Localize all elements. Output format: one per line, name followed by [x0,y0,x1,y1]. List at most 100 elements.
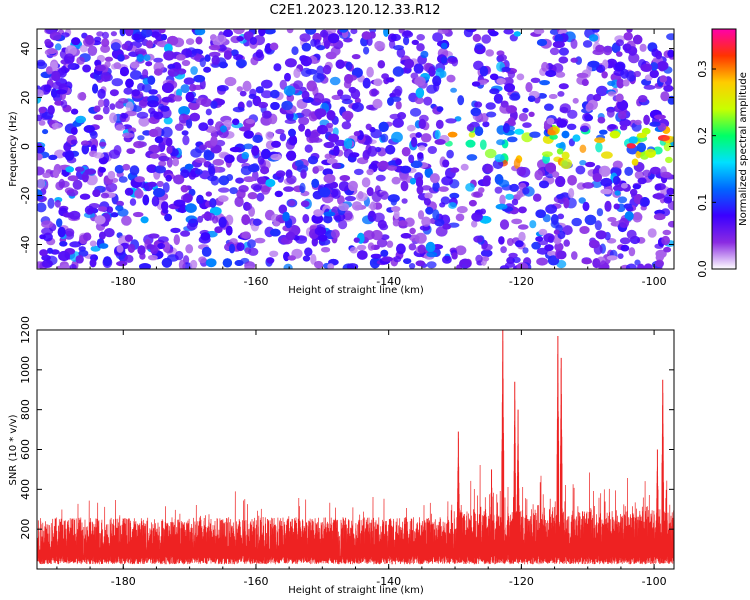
heatmap-cell [512,256,521,264]
heatmap-cell [220,125,227,133]
heatmap-cell [134,176,145,183]
heatmap-cell [465,183,475,192]
heatmap-cell [416,185,424,195]
heatmap-cell [52,169,60,178]
heatmap-cell [547,250,556,257]
heatmap-cell [380,249,389,257]
heatmap-cell [154,136,164,144]
heatmap-cell [406,124,416,132]
heatmap-cell [163,117,173,125]
heatmap-cell [103,228,115,238]
heatmap-cell [626,143,636,149]
heatmap-cell [482,121,490,128]
heatmap-cell [580,125,589,133]
heatmap-cell [600,188,612,195]
heatmap-cell [344,195,356,202]
heatmap-cell [195,36,203,45]
heatmap-x-tick-label: -160 [243,275,268,288]
heatmap-cell [622,43,632,52]
heatmap-cell [398,220,408,227]
heatmap-cell [582,40,593,48]
heatmap-cell [204,54,211,62]
heatmap-cell [87,45,98,56]
heatmap-cell [409,227,416,235]
heatmap-cell [395,100,402,110]
heatmap-cell [591,180,603,188]
heatmap-cell [660,171,672,178]
heatmap-cell [505,193,514,200]
heatmap-cell [549,47,560,56]
heatmap-cell [37,59,46,67]
heatmap-cell [508,252,518,259]
heatmap-y-tick-label: 20 [19,91,32,105]
heatmap-cell [37,114,43,122]
heatmap-cell [38,120,46,126]
heatmap-cell [637,263,645,269]
heatmap-cell [167,35,179,46]
heatmap-cell [439,202,446,208]
heatmap-cell [353,131,361,137]
heatmap-cell [380,191,389,200]
heatmap-cell [616,51,623,57]
heatmap-cell [456,206,468,214]
heatmap-cell [425,206,434,215]
heatmap-cell [369,201,377,211]
heatmap-cell [218,187,230,193]
heatmap-cell [265,131,274,140]
heatmap-x-ticks: -180 -160 -140 -120 -100 [56,29,667,288]
heatmap-cell [301,42,312,52]
heatmap-cell [387,97,394,106]
heatmap-cell [441,176,453,186]
heatmap-cell [301,90,310,100]
heatmap-cell [385,77,395,83]
heatmap-cell [318,234,328,242]
heatmap-cell [596,64,606,73]
heatmap-cell [637,177,647,185]
heatmap-cell [366,187,374,197]
heatmap-cell [338,203,350,211]
heatmap-cell [319,187,331,198]
heatmap-cell [544,103,554,111]
heatmap-cell [329,76,341,86]
heatmap-cell [250,56,259,66]
heatmap-cell [326,122,334,129]
snr-y-ticks: 200 400 600 800 1000 1200 [19,316,674,540]
heatmap-cell [76,56,85,65]
heatmap-cell [118,98,129,104]
heatmap-cell [214,226,223,234]
heatmap-cell [65,166,74,173]
heatmap-cell [593,94,602,102]
heatmap-cell [121,215,132,226]
heatmap-cell [210,136,218,147]
heatmap-cell [579,226,590,234]
heatmap-cell [617,196,628,204]
heatmap-cell [555,71,566,78]
heatmap-cell [417,244,426,254]
heatmap-cell [411,39,419,46]
heatmap-cell [601,151,613,159]
snr-y-tick-label: 1200 [19,316,32,344]
heatmap-cell [528,111,535,118]
heatmap-cell [594,220,602,231]
heatmap-cell [147,181,157,187]
heatmap-cell [104,56,113,62]
heatmap-cell [626,70,637,82]
heatmap-cell [432,181,440,192]
heatmap-cell [429,173,440,184]
heatmap-cell [501,66,511,72]
heatmap-cell [557,213,565,220]
heatmap-cell [186,118,193,129]
heatmap-cell [243,176,255,183]
heatmap-cell [242,80,252,92]
heatmap-cell [341,121,352,130]
heatmap-cell [351,54,361,60]
heatmap-cell [99,231,106,240]
heatmap-cell [367,242,375,251]
heatmap-x-axis-label: Height of straight line (km) [288,285,424,296]
heatmap-cell [437,29,449,35]
heatmap-cell [270,153,282,161]
heatmap-cell [122,163,131,171]
heatmap-cell [434,218,445,227]
heatmap-cell [381,256,393,262]
heatmap-cell [208,165,216,177]
